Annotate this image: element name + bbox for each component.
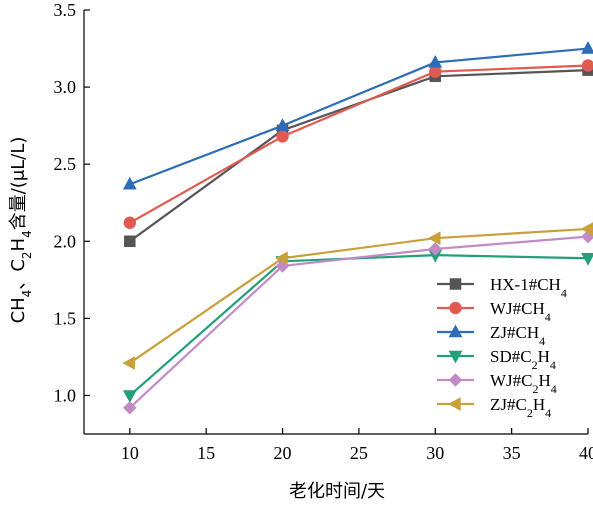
legend-swatch-marker	[448, 324, 463, 338]
series-line	[129, 69, 589, 243]
series-line	[129, 64, 589, 224]
data-point	[124, 235, 136, 248]
legend-swatch-marker	[449, 301, 462, 315]
legend-entry: ZJ#CH4	[437, 323, 545, 348]
text-part: WJ#C	[490, 371, 533, 390]
y-tick-label: 1.0	[54, 385, 77, 405]
y-tick-label: 3.0	[54, 77, 77, 97]
legend-entry: SD#C2H4	[437, 347, 556, 372]
y-tick-label: 1.5	[54, 308, 77, 328]
subscript: 4	[545, 406, 551, 420]
data-point	[275, 251, 288, 266]
text-part: WJ#CH	[490, 299, 545, 318]
legend-label: ZJ#C2H4	[490, 395, 551, 420]
data-point	[580, 222, 593, 236]
subscript: 4	[551, 382, 557, 396]
subscript: 4	[20, 290, 34, 298]
subscript: 4	[561, 286, 567, 300]
x-tick-label: 40	[579, 443, 593, 463]
legend-label: WJ#C2H4	[490, 371, 557, 396]
text-part: SD#C	[490, 347, 532, 366]
legend-entry: HX-1#CH4	[437, 275, 567, 300]
legend-label: SD#C2H4	[490, 347, 556, 372]
legend-label: HX-1#CH4	[490, 275, 567, 300]
text-part: ZJ#C	[490, 395, 527, 414]
y-tick-label: 2.5	[54, 154, 77, 174]
x-tick-label: 30	[426, 443, 444, 463]
subscript: 2	[533, 382, 539, 396]
y-tick-label: 2.0	[54, 231, 77, 251]
text-part: 、C	[8, 259, 29, 290]
data-point	[122, 400, 137, 415]
x-tick-label: 35	[503, 443, 521, 463]
x-tick-label: 25	[350, 443, 368, 463]
x-axis-title: 老化时间/天	[289, 481, 385, 502]
plot-area: 10 15 20 25 30 35 40 1.0 1.5 2.0 2.5 3.0 3.5	[54, 0, 593, 463]
text-part: HX-1#CH	[490, 275, 561, 294]
data-point	[123, 216, 137, 230]
y-tick-label: 3.5	[54, 0, 77, 20]
series-line	[129, 47, 589, 186]
subscript: 2	[532, 358, 538, 372]
data-point	[276, 130, 289, 143]
subscript: 4	[545, 310, 551, 324]
series-2	[123, 59, 593, 230]
legend-swatch-marker	[448, 350, 463, 364]
legend-entry: ZJ#C2H4	[437, 395, 551, 420]
series-6	[122, 222, 593, 370]
data-point	[122, 390, 137, 403]
legend-entry: WJ#CH4	[437, 299, 551, 324]
data-point	[122, 176, 137, 190]
subscript: 2	[527, 406, 533, 420]
series-line	[129, 235, 589, 409]
x-tick-label: 20	[274, 443, 292, 463]
text-part: H	[539, 371, 551, 390]
series-line	[129, 227, 589, 364]
text-part: CH	[8, 297, 29, 323]
subscript: 2	[20, 251, 34, 259]
x-tick-label: 15	[197, 443, 215, 463]
data-point	[122, 356, 136, 370]
legend-swatch-marker	[447, 397, 461, 411]
data-point	[275, 118, 290, 131]
text-part: H	[538, 347, 550, 366]
text-part: H	[533, 395, 545, 414]
data-point	[427, 231, 441, 246]
subscript: 4	[539, 334, 545, 348]
legend: HX-1#CH4WJ#CH4ZJ#CH4SD#C2H4WJ#C2H4ZJ#C2H…	[437, 275, 567, 420]
data-point	[581, 41, 593, 54]
data-point	[581, 59, 593, 72]
legend-entry: WJ#C2H4	[437, 371, 557, 396]
y-axis-title: CH4、C2H4含量/(μL/L)	[8, 137, 34, 324]
legend-swatch-marker	[448, 373, 463, 387]
subscript: 4	[550, 358, 556, 372]
x-tick-label: 10	[121, 443, 139, 463]
subscript: 4	[20, 230, 34, 238]
series-1	[124, 64, 593, 248]
text-part: 含量/(μL/L)	[8, 137, 29, 231]
legend-swatch-marker	[449, 278, 462, 290]
series-3	[122, 41, 593, 190]
data-point	[581, 252, 593, 266]
text-part: ZJ#CH	[490, 323, 539, 342]
text-part: H	[8, 238, 29, 252]
data-point	[428, 242, 443, 256]
legend-label: ZJ#CH4	[490, 323, 545, 348]
data-point	[428, 54, 443, 68]
legend-label: WJ#CH4	[490, 299, 551, 324]
